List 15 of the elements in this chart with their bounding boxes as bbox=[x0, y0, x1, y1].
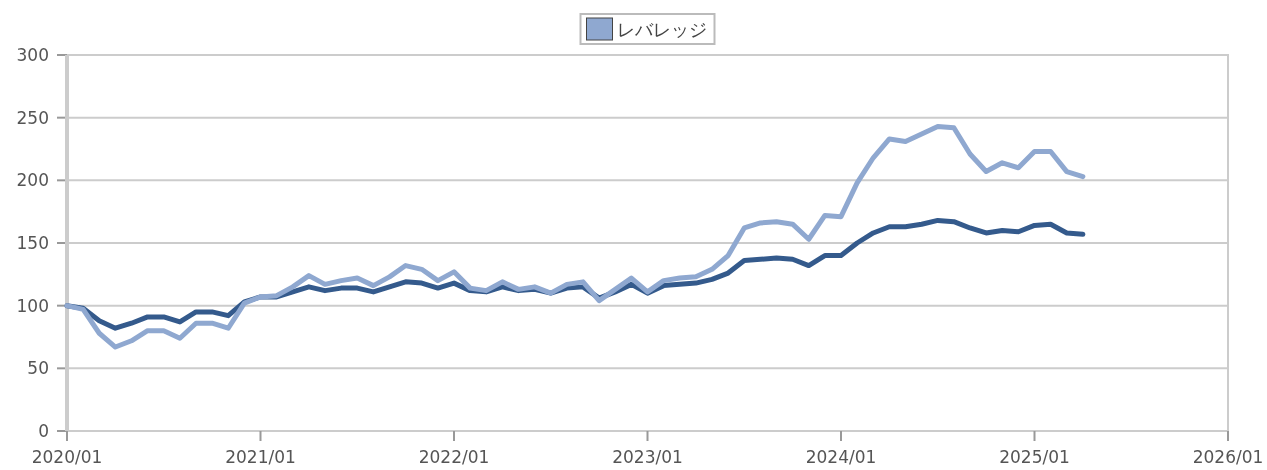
x-tick-label: 2026/01 bbox=[1192, 447, 1264, 467]
y-tick-label: 300 bbox=[16, 45, 49, 65]
legend-label: レバレッジ bbox=[616, 19, 707, 40]
x-tick-label: 2025/01 bbox=[999, 447, 1070, 467]
x-tick-label: 2024/01 bbox=[805, 447, 877, 467]
y-tick-label: 150 bbox=[16, 233, 49, 253]
x-tick-label: 2022/01 bbox=[418, 447, 490, 467]
y-tick-label: 0 bbox=[38, 421, 49, 441]
y-tick-label: 100 bbox=[16, 295, 49, 316]
y-tick-label: 200 bbox=[16, 170, 49, 191]
y-tick-label: 250 bbox=[16, 107, 49, 128]
x-tick-label: 2020/01 bbox=[31, 447, 103, 467]
x-tick-label: 2023/01 bbox=[612, 447, 683, 467]
y-tick-label: 50 bbox=[27, 358, 49, 379]
x-tick-label: 2021/01 bbox=[225, 447, 296, 467]
